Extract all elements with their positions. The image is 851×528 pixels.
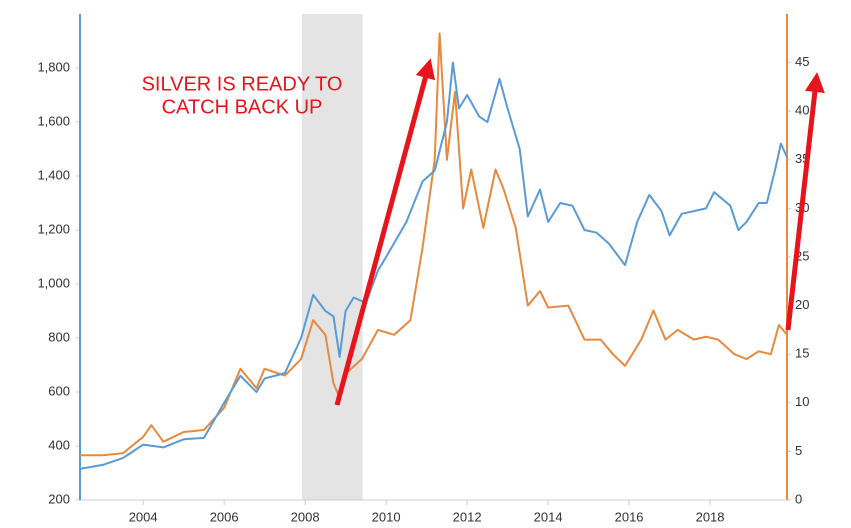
- y2-tick-label: 45: [795, 54, 809, 69]
- x-tick-label: 2004: [129, 509, 158, 524]
- y-tick-label: 800: [48, 329, 70, 344]
- series-line: [80, 32, 788, 457]
- y-tick-label: 1,400: [37, 167, 70, 182]
- y-tick-label: 600: [48, 383, 70, 398]
- x-tick-label: 2014: [534, 509, 563, 524]
- series-line: [79, 61, 788, 470]
- y2-tick-label: 20: [795, 297, 809, 312]
- shaded-period: [301, 14, 363, 500]
- y-tick-label: 1,600: [37, 113, 70, 128]
- y-tick-label: 400: [48, 437, 70, 452]
- y-tick-label: 1,200: [37, 221, 70, 236]
- x-tick-label: 2006: [210, 509, 239, 524]
- x-tick-label: 2008: [291, 509, 320, 524]
- plot-area: 200 400 600 800 1,000 1,200 1,400 1,600 1,800 0 5 1…: [37, 14, 809, 524]
- annotation: SILVER IS READY TO: [142, 73, 343, 95]
- y2-tick-label: 0: [795, 491, 802, 506]
- y-tick-label: 200: [48, 491, 70, 506]
- arrow: [785, 72, 825, 331]
- y2-tick-label: 10: [795, 394, 809, 409]
- x-tick-label: 2012: [453, 509, 482, 524]
- y2-tick-label: 15: [795, 346, 809, 361]
- y-tick-label: 1,800: [37, 59, 70, 74]
- annotation: CATCH BACK UP: [162, 96, 323, 118]
- x-tick-label: 2010: [372, 509, 401, 524]
- x-tick-label: 2018: [696, 509, 725, 524]
- x-tick-label: 2016: [615, 509, 644, 524]
- y-tick-label: 1,000: [37, 275, 70, 290]
- y2-tick-label: 40: [795, 103, 809, 118]
- y2-tick-label: 5: [795, 443, 802, 458]
- arrow: [334, 58, 436, 406]
